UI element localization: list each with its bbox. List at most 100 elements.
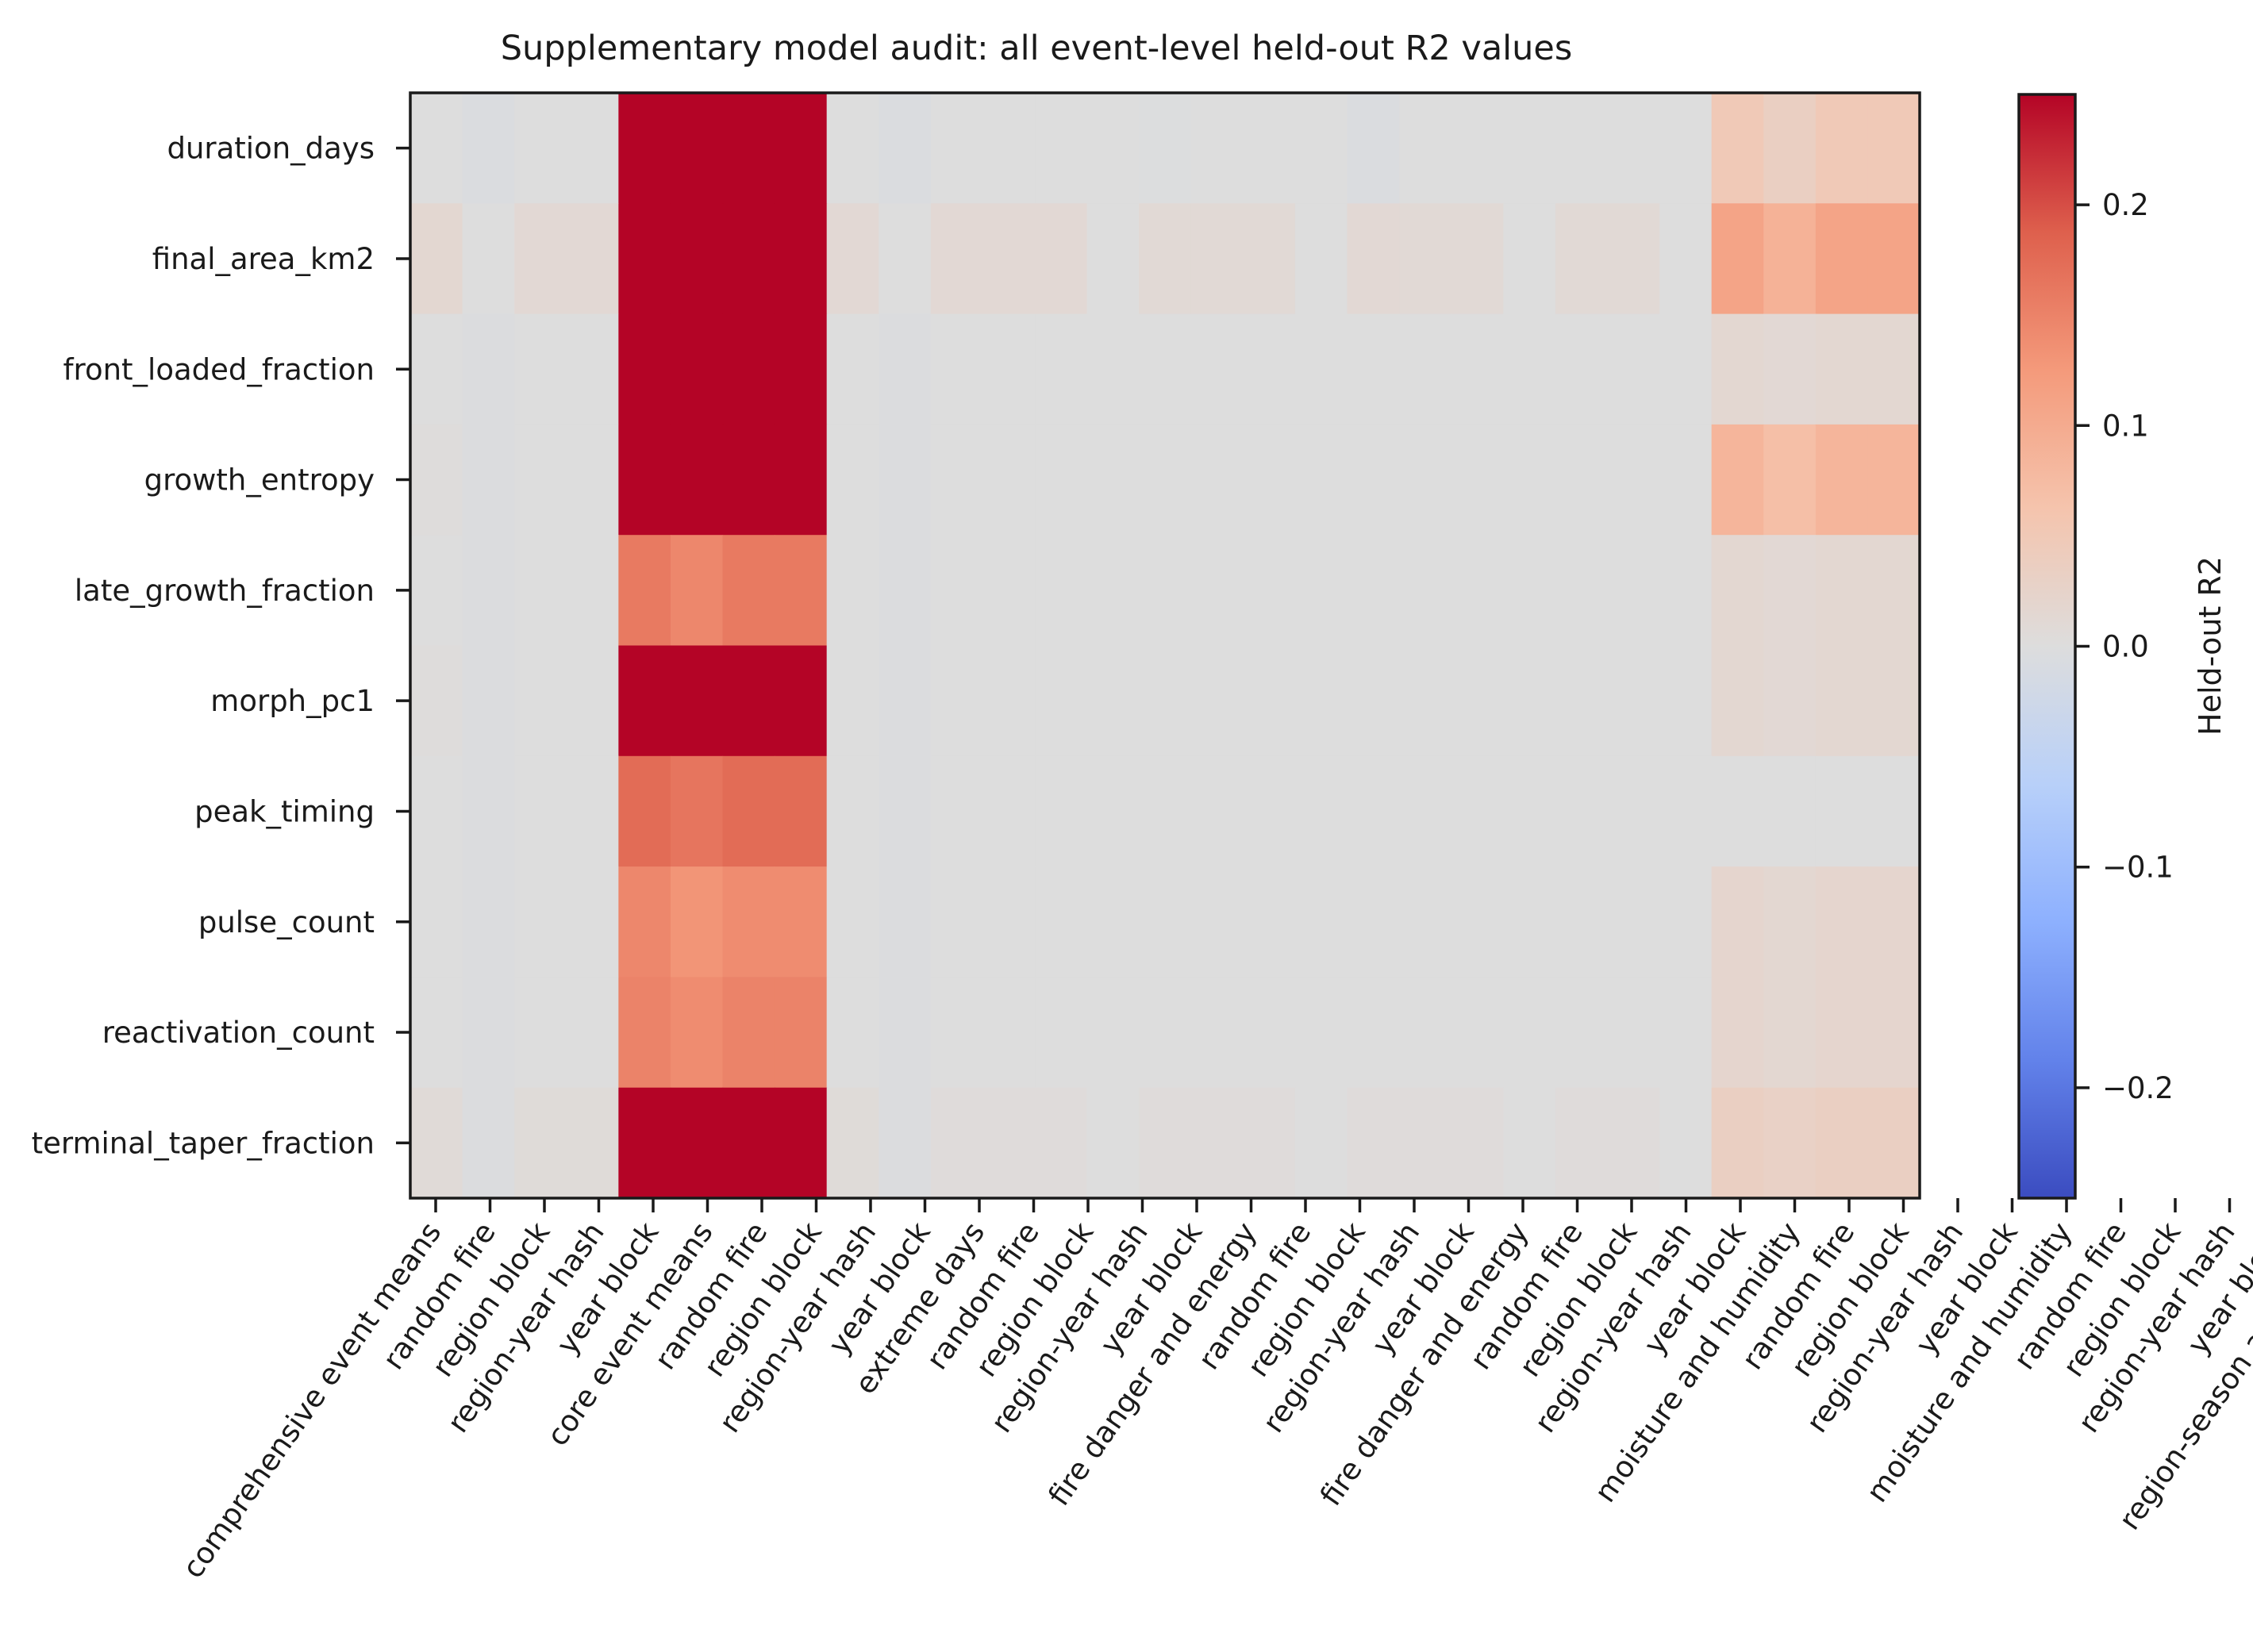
heatmap-cell: [1763, 866, 1817, 978]
heatmap-cell: [1190, 93, 1244, 204]
heatmap-cell: [1555, 1087, 1609, 1199]
heatmap-cell: [1139, 203, 1192, 315]
heatmap-cell: [1190, 203, 1244, 315]
heatmap-cell: [462, 313, 515, 425]
heatmap-cell: [982, 1087, 1036, 1199]
heatmap-cell: [826, 645, 879, 757]
heatmap-cell: [566, 866, 619, 978]
heatmap-cell: [566, 755, 619, 867]
heatmap-cell: [879, 93, 932, 204]
heatmap-cell: [670, 535, 724, 647]
heatmap-cell: [1399, 535, 1452, 647]
heatmap-cell: [1347, 645, 1400, 757]
heatmap-cell: [462, 424, 515, 536]
heatmap-cells: [410, 93, 1920, 1199]
colorbar-tick-label: −0.1: [2102, 851, 2174, 885]
heatmap-cell: [1139, 1087, 1192, 1199]
heatmap-cell: [775, 1087, 828, 1199]
heatmap-cell: [722, 424, 775, 536]
heatmap-cell: [930, 977, 984, 1089]
heatmap-cell: [1607, 977, 1660, 1089]
heatmap-cell: [722, 977, 775, 1089]
heatmap-cell: [462, 1087, 515, 1199]
heatmap-cell: [1347, 977, 1400, 1089]
heatmap-cell: [1555, 755, 1609, 867]
heatmap-cell: [1347, 203, 1400, 315]
heatmap-cell: [982, 645, 1036, 757]
heatmap-cell: [670, 977, 724, 1089]
heatmap-cell: [1139, 755, 1192, 867]
colorbar-ticks: 0.2 0.1 0.0 −0.1 −0.2: [2075, 188, 2174, 1105]
heatmap-cell: [930, 645, 984, 757]
heatmap-cell: [1035, 977, 1088, 1089]
heatmap-cell: [1086, 535, 1140, 647]
heatmap-cell: [462, 977, 515, 1089]
heatmap-cell: [514, 93, 567, 204]
heatmap-cell: [1555, 313, 1609, 425]
heatmap-cell: [1711, 313, 1764, 425]
heatmap-cell: [1659, 645, 1713, 757]
heatmap-cell: [930, 93, 984, 204]
heatmap-cell: [1763, 424, 1817, 536]
heatmap-cell: [1190, 1087, 1244, 1199]
heatmap-cell: [1607, 755, 1660, 867]
heatmap-cell: [826, 313, 879, 425]
heatmap-cell: [1659, 977, 1713, 1089]
heatmap-cell: [1711, 755, 1764, 867]
heatmap-cell: [410, 977, 463, 1089]
heatmap-cell: [566, 1087, 619, 1199]
colorbar: [2017, 93, 2077, 1200]
heatmap-cell: [1139, 645, 1192, 757]
heatmap-cell: [1347, 424, 1400, 536]
heatmap-cell: [618, 755, 671, 867]
heatmap-cell: [1139, 535, 1192, 647]
heatmap-cell: [1711, 93, 1764, 204]
heatmap-cell: [826, 93, 879, 204]
heatmap-cell: [1815, 645, 1869, 757]
heatmap-cell: [514, 313, 567, 425]
heatmap-cell: [566, 93, 619, 204]
heatmap-cell: [1503, 645, 1556, 757]
heatmap-cell: [1451, 1087, 1504, 1199]
heatmap-cell: [1451, 313, 1504, 425]
heatmap-cell: [826, 755, 879, 867]
heatmap-cell: [722, 93, 775, 204]
heatmap-cell: [462, 93, 515, 204]
heatmap-cell: [514, 866, 567, 978]
heatmap-cell: [1086, 977, 1140, 1089]
heatmap-cell: [670, 93, 724, 204]
heatmap-cell: [1035, 755, 1088, 867]
heatmap-cell: [879, 313, 932, 425]
heatmap-cell: [670, 424, 724, 536]
heatmap-cell: [514, 755, 567, 867]
heatmap-cell: [1711, 203, 1764, 315]
heatmap-cell: [1711, 535, 1764, 647]
heatmap-cell: [1763, 977, 1817, 1089]
heatmap-cell: [670, 755, 724, 867]
heatmap-cell: [722, 203, 775, 315]
heatmap-cell: [1867, 977, 1920, 1089]
heatmap-cell: [1399, 93, 1452, 204]
column-label: comprehensive event means: [175, 1216, 448, 1584]
heatmap-cell: [1815, 203, 1869, 315]
heatmap-cell: [1086, 424, 1140, 536]
heatmap-cell: [826, 535, 879, 647]
heatmap-cell: [1035, 1087, 1088, 1199]
heatmap-cell: [618, 645, 671, 757]
heatmap-cell: [1867, 866, 1920, 978]
heatmap-cell: [1139, 424, 1192, 536]
heatmap-cell: [618, 977, 671, 1089]
heatmap-cell: [1294, 424, 1348, 536]
heatmap-cell: [462, 866, 515, 978]
heatmap-cell: [1763, 535, 1817, 647]
heatmap-cell: [1555, 977, 1609, 1089]
heatmap-cell: [1086, 313, 1140, 425]
heatmap-cell: [1243, 93, 1296, 204]
heatmap-cell: [566, 535, 619, 647]
heatmap-cell: [1190, 977, 1244, 1089]
heatmap-cell: [1607, 535, 1660, 647]
heatmap-cell: [1815, 313, 1869, 425]
heatmap-cell: [1035, 866, 1088, 978]
heatmap-cell: [670, 313, 724, 425]
heatmap-cell: [930, 1087, 984, 1199]
